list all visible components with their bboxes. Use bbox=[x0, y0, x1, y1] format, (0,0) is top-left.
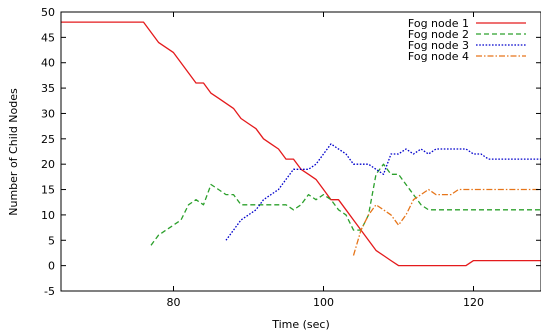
series-line-2 bbox=[150, 163, 541, 246]
y-tick-label: 45 bbox=[41, 31, 55, 44]
y-tick-label: 0 bbox=[48, 260, 55, 273]
y-tick-label: 15 bbox=[41, 184, 55, 197]
y-tick-label: -5 bbox=[44, 285, 55, 298]
x-tick-label: 100 bbox=[313, 296, 334, 309]
y-tick-label: 30 bbox=[41, 107, 55, 120]
y-tick-label: 25 bbox=[41, 133, 55, 146]
y-axis: -5 0 5 10 15 20 25 30 35 40 45 50 bbox=[41, 6, 541, 298]
series-line-4 bbox=[352, 188, 541, 256]
series-line-3 bbox=[225, 143, 541, 241]
y-tick-label: 20 bbox=[41, 158, 55, 171]
y-tick-label: 10 bbox=[41, 209, 55, 222]
y-tick-label: 5 bbox=[48, 234, 55, 247]
y-tick-label: 35 bbox=[41, 82, 55, 95]
series-line-1 bbox=[61, 21, 541, 267]
y-axis-label: Number of Child Nodes bbox=[7, 88, 20, 216]
legend-label-4: Fog node 4 bbox=[408, 50, 469, 63]
y-tick-label: 50 bbox=[41, 6, 55, 19]
x-axis: 80 100 120 bbox=[167, 12, 484, 309]
x-tick-label: 120 bbox=[463, 296, 484, 309]
legend-label-2: Fog node 2 bbox=[408, 28, 469, 41]
legend-label-3: Fog node 3 bbox=[408, 39, 469, 52]
y-tick-label: 40 bbox=[41, 57, 55, 70]
series-layer bbox=[61, 21, 541, 267]
x-axis-label: Time (sec) bbox=[271, 318, 330, 331]
plot-frame bbox=[60, 11, 541, 292]
legend-label-1: Fog node 1 bbox=[408, 17, 469, 30]
x-tick-label: 80 bbox=[167, 296, 181, 309]
